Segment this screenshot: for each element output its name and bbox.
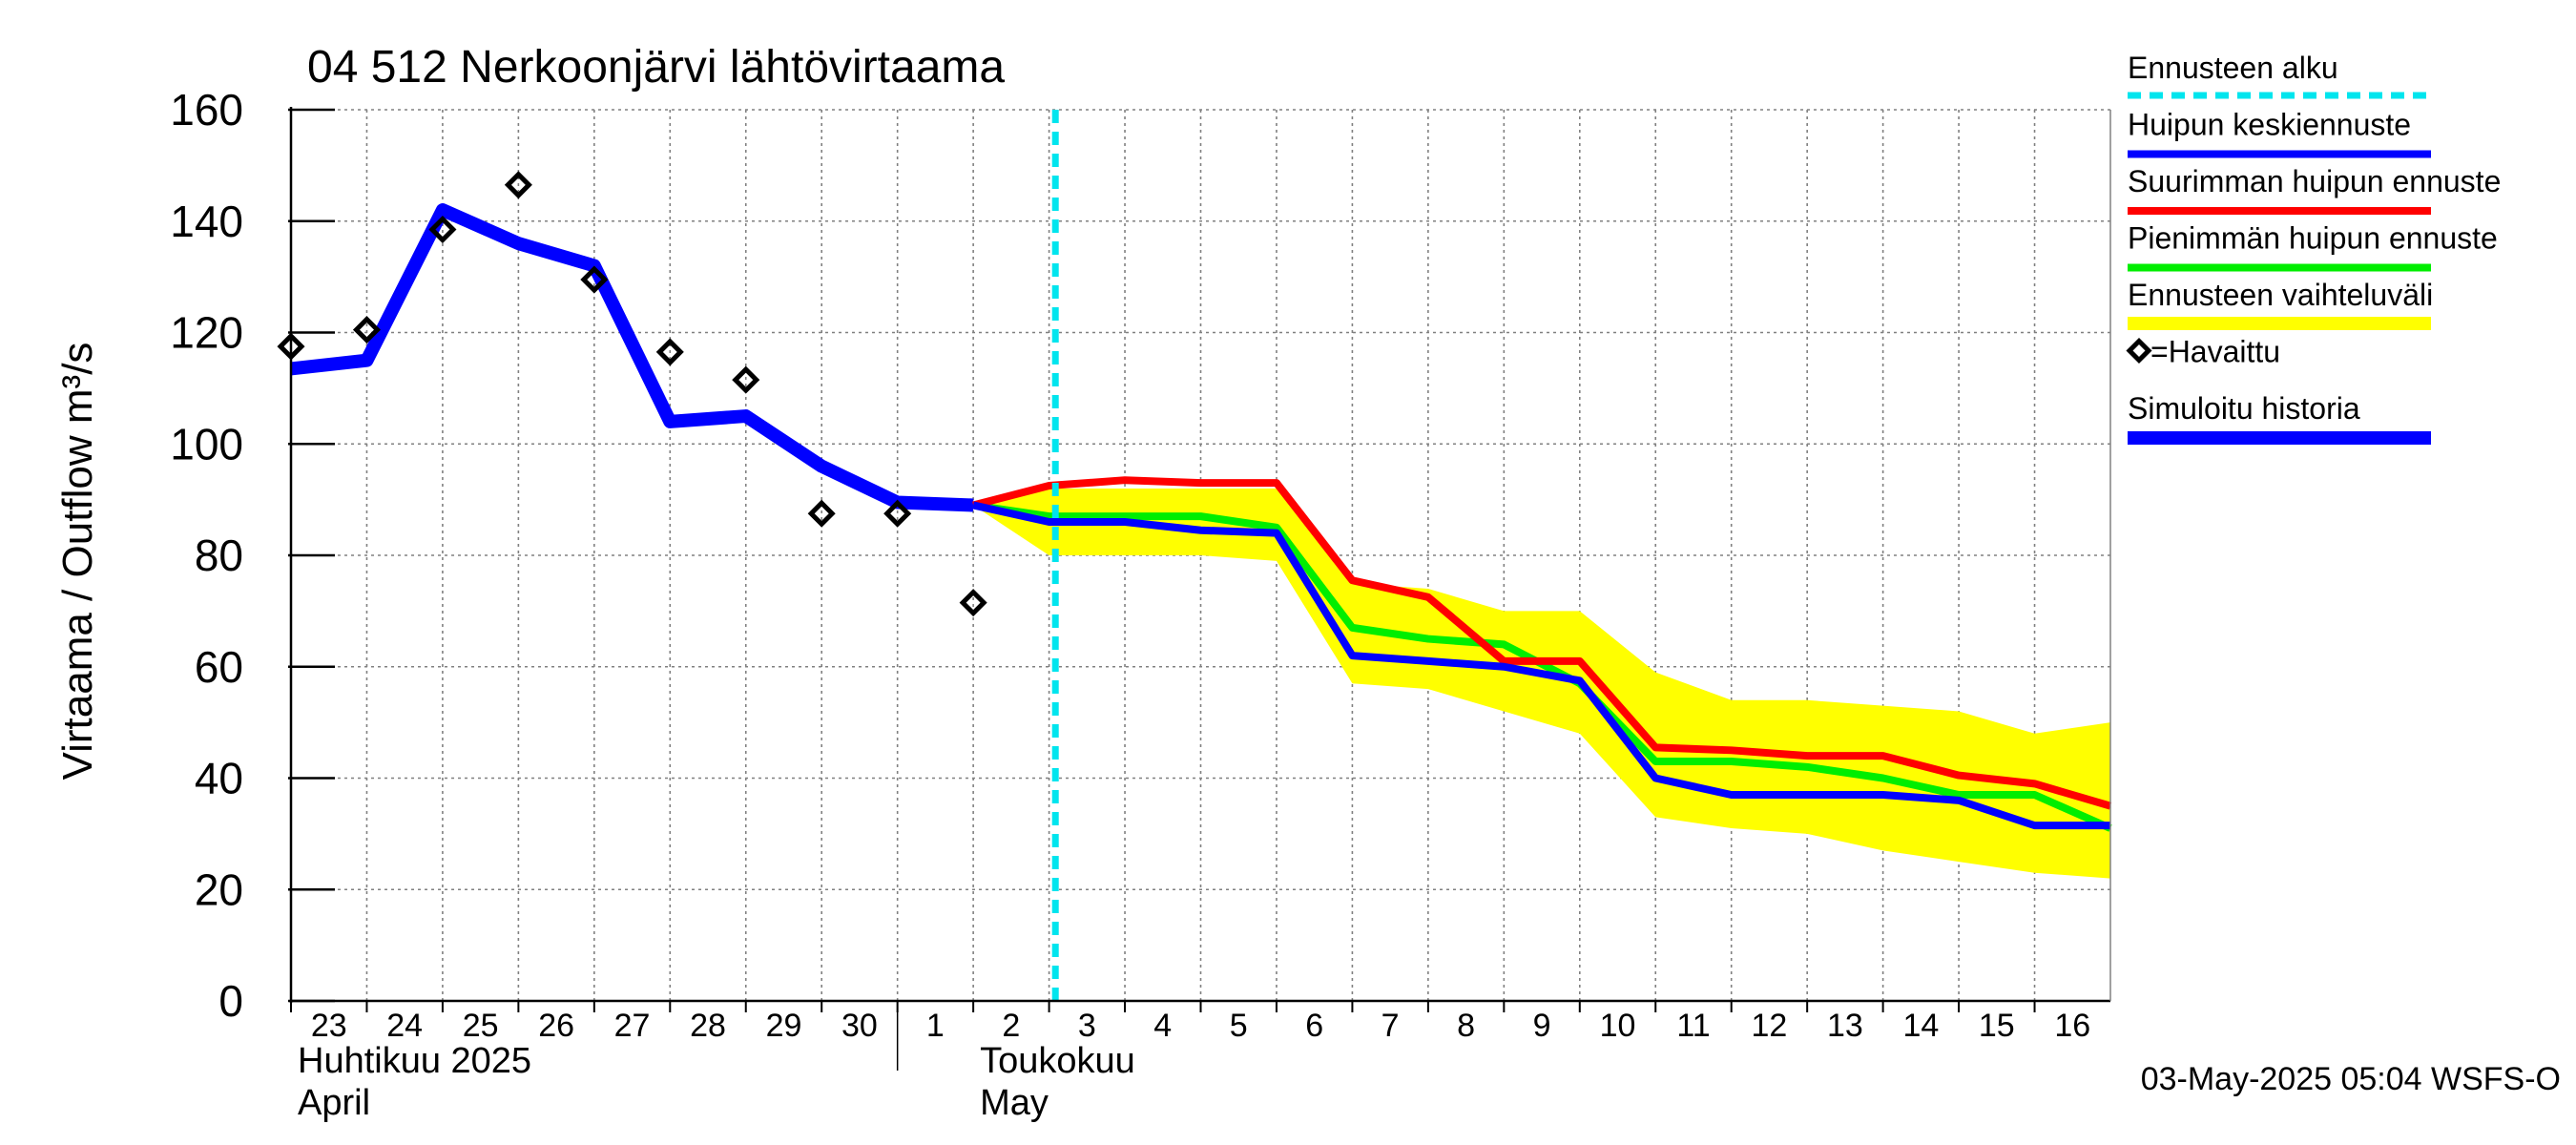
month-label: Huhtikuu 2025 (298, 1041, 531, 1081)
legend-label: Suurimman huipun ennuste (2128, 164, 2501, 198)
x-tick-label: 5 (1230, 1008, 1248, 1044)
x-tick-label: 8 (1457, 1008, 1475, 1044)
legend-label: =Havaittu (2150, 335, 2280, 369)
footer-timestamp: 03-May-2025 05:04 WSFS-O (2141, 1061, 2561, 1097)
chart-title: 04 512 Nerkoonjärvi lähtövirtaama (307, 42, 1005, 93)
grid (290, 109, 2110, 1002)
month-label: Toukokuu (980, 1041, 1135, 1081)
observed-point-marker (504, 171, 532, 199)
y-tick-label: 140 (170, 197, 243, 246)
x-tick-label: 30 (841, 1008, 878, 1044)
month-label-english: April (298, 1083, 370, 1123)
x-tick-label: 6 (1305, 1008, 1323, 1044)
x-tick-label: 15 (1979, 1008, 2015, 1044)
observed-points (277, 171, 987, 617)
y-tick-label: 60 (195, 642, 243, 692)
x-tick-label: 10 (1600, 1008, 1636, 1044)
y-tick-label: 100 (170, 419, 243, 468)
month-label-english: May (980, 1083, 1049, 1123)
y-tick-label: 0 (218, 976, 243, 1026)
x-tick-label: 25 (463, 1008, 499, 1044)
observed-point-marker (655, 338, 684, 366)
x-axis-ticks: 23 24 25 26 27 28 29 30 1 2 3 4 5 6 7 8 9 10 11 12 13 14 15 16 (290, 1001, 2090, 1044)
y-tick-label: 80 (195, 531, 243, 580)
x-tick-label: 23 (311, 1008, 347, 1044)
legend-label: Ennusteen alku (2128, 51, 2338, 85)
observed-point-marker (807, 499, 836, 528)
x-tick-label: 14 (1902, 1008, 1939, 1044)
legend-label: Simuloitu historia (2128, 391, 2360, 426)
x-tick-label: 4 (1153, 1008, 1172, 1044)
series-line-huipun-keskiennuste (972, 501, 2110, 830)
legend-label: Huipun keskiennuste (2128, 108, 2411, 142)
y-tick-label: 120 (170, 308, 243, 358)
x-tick-label: 29 (766, 1008, 802, 1044)
observed-point-marker (959, 589, 987, 617)
y-axis-label: Virtaama / Outflow m³/s (54, 343, 101, 781)
y-axis-ticks: 0 20 40 60 80 100 120 140 160 (170, 85, 335, 1026)
legend: Ennusteen alku Huipun keskiennuste Suurimm… (2126, 51, 2501, 445)
x-tick-label: 9 (1533, 1008, 1551, 1044)
x-tick-label: 1 (926, 1008, 945, 1044)
x-tick-label: 2 (1002, 1008, 1020, 1044)
x-tick-label: 11 (1676, 1008, 1710, 1044)
observed-point-marker (428, 215, 457, 244)
x-tick-label: 3 (1078, 1008, 1096, 1044)
forecast-range-band (973, 488, 2110, 879)
observed-point-marker (352, 316, 381, 344)
y-tick-label: 40 (195, 754, 243, 803)
legend-label: Pienimmän huipun ennuste (2128, 221, 2498, 256)
x-tick-label: 28 (690, 1008, 726, 1044)
x-tick-label: 16 (2054, 1008, 2090, 1044)
series-line-suurimman-huipun-ennuste (972, 476, 2112, 810)
legend-label: Ennusteen vaihteluväli (2128, 278, 2433, 312)
x-tick-label: 7 (1381, 1008, 1400, 1044)
x-tick-label: 12 (1752, 1008, 1788, 1044)
forecast-range-area (973, 488, 2110, 879)
x-tick-label: 26 (538, 1008, 574, 1044)
observed-point-marker (883, 499, 912, 528)
series-lines (290, 203, 2112, 832)
x-tick-label: 27 (614, 1008, 651, 1044)
x-tick-label: 13 (1827, 1008, 1863, 1044)
y-tick-label: 20 (195, 864, 243, 914)
legend-swatch (2128, 317, 2431, 330)
series-line-simuloitu-historia (290, 203, 974, 512)
legend-marker-observed (2126, 337, 2152, 364)
x-tick-label: 24 (386, 1008, 423, 1044)
observed-point-marker (732, 365, 760, 394)
observed-point-marker (580, 265, 609, 294)
y-tick-label: 160 (170, 85, 243, 135)
